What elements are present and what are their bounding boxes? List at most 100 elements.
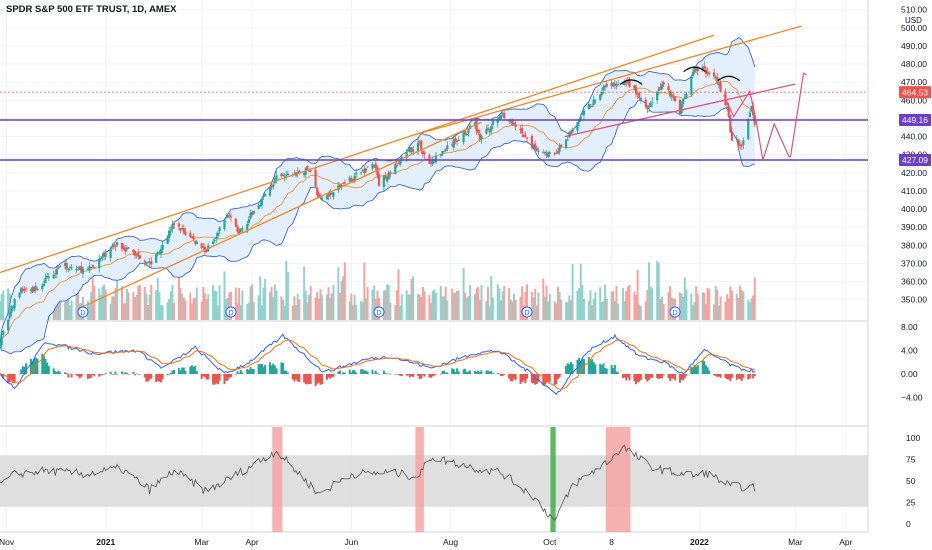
macd-histogram-bar — [179, 370, 182, 374]
macd-histogram-bar — [636, 374, 639, 383]
volume-bar — [57, 292, 60, 320]
volume-bar — [713, 304, 716, 320]
volume-bar — [309, 285, 312, 320]
volume-bar — [166, 302, 169, 320]
candle-body — [67, 268, 70, 270]
candle-body — [11, 306, 15, 308]
candle-body — [303, 172, 306, 175]
macd-histogram-bar — [111, 374, 114, 375]
macd-histogram-bar — [308, 374, 311, 384]
candle-body — [386, 177, 389, 182]
candle-body — [104, 253, 107, 257]
macd-histogram-bar — [194, 365, 197, 374]
macd-histogram-bar — [410, 374, 413, 377]
macd-histogram-bar — [78, 374, 81, 379]
volume-bar — [475, 288, 478, 320]
volume-bar — [542, 278, 545, 320]
currency-label: USD — [905, 16, 922, 25]
candle-body — [280, 173, 283, 177]
volume-bar — [353, 294, 356, 320]
rsi-pane — [0, 427, 868, 532]
macd-histogram-bar — [706, 367, 709, 374]
candle-body — [542, 152, 545, 154]
volume-bar — [350, 293, 353, 320]
volume-bar — [691, 305, 694, 320]
macd-histogram-bar — [229, 374, 232, 378]
macd-histogram-bar — [657, 374, 660, 379]
time-axis-label: Mar — [788, 537, 803, 547]
macd-histogram-bar — [399, 374, 402, 376]
candle-body — [257, 205, 260, 209]
volume-bar — [420, 296, 423, 320]
volume-bar — [565, 301, 568, 320]
volume-bar — [67, 294, 70, 320]
candle-body — [604, 85, 607, 88]
macd-histogram-bar — [226, 374, 229, 381]
macd-histogram-bar — [522, 374, 525, 381]
candle-body — [148, 261, 151, 263]
macd-histogram-bar — [283, 370, 286, 374]
macd-pane — [0, 333, 756, 396]
volume-bar — [633, 291, 636, 320]
candle-body — [659, 87, 662, 90]
macd-histogram-bar — [480, 370, 483, 374]
macd-histogram-bar — [587, 357, 590, 374]
candle-body — [501, 112, 504, 114]
macd-histogram-bar — [737, 374, 740, 379]
volume-bar — [651, 288, 654, 320]
candle-body — [275, 175, 278, 180]
volume-bar — [168, 299, 171, 320]
volume-bar — [0, 294, 3, 320]
volume-bar — [602, 300, 605, 320]
macd-histogram-bar — [125, 372, 128, 374]
macd-histogram-bar — [171, 370, 174, 374]
candle-body — [696, 68, 699, 72]
candle-body — [177, 223, 181, 227]
macd-histogram-bar — [70, 374, 73, 378]
candle-body — [150, 261, 153, 265]
macd-histogram-bar — [547, 374, 550, 383]
time-axis-label: Aug — [443, 537, 458, 547]
candle-body — [717, 83, 721, 85]
volume-bar — [161, 305, 164, 320]
candle-body — [420, 140, 423, 150]
macd-histogram-bar — [319, 374, 322, 385]
volume-bar — [218, 285, 221, 320]
time-axis-label: Apr — [246, 537, 259, 547]
volume-bar — [145, 293, 148, 320]
candle-body — [59, 266, 62, 268]
volume-bar — [304, 290, 307, 320]
macd-histogram-bar — [321, 374, 324, 385]
macd-histogram-bar — [560, 374, 563, 375]
macd-histogram-bar — [526, 374, 529, 379]
candle-body — [433, 160, 436, 162]
macd-histogram-bar — [498, 373, 501, 375]
pattern-arc — [619, 79, 643, 85]
volume-bar — [545, 285, 548, 320]
candle-body — [88, 266, 91, 271]
volume-bar — [509, 299, 512, 320]
volume-bar — [636, 269, 639, 320]
volume-bar — [423, 291, 426, 320]
macd-histogram-bar — [519, 374, 522, 384]
candle-body — [184, 231, 187, 235]
candle-body — [205, 249, 208, 253]
volume-bar — [364, 298, 367, 320]
candle-body — [703, 66, 706, 69]
candle-body — [439, 154, 442, 156]
macd-histogram-bar — [600, 365, 603, 374]
macd-histogram-bar — [727, 374, 730, 380]
volume-bar — [617, 303, 620, 320]
macd-histogram-bar — [325, 374, 328, 380]
candle-body — [307, 170, 311, 172]
candle-body — [7, 320, 10, 331]
candle-body — [65, 263, 68, 269]
candle-body — [143, 260, 146, 263]
volume-bar — [213, 290, 216, 320]
macd-histogram-bar — [708, 370, 711, 374]
candle-body — [662, 82, 665, 85]
candle-body — [0, 344, 2, 347]
macd-histogram-bar — [508, 374, 511, 379]
macd-histogram-bar — [161, 374, 164, 380]
candle-body — [621, 83, 625, 85]
